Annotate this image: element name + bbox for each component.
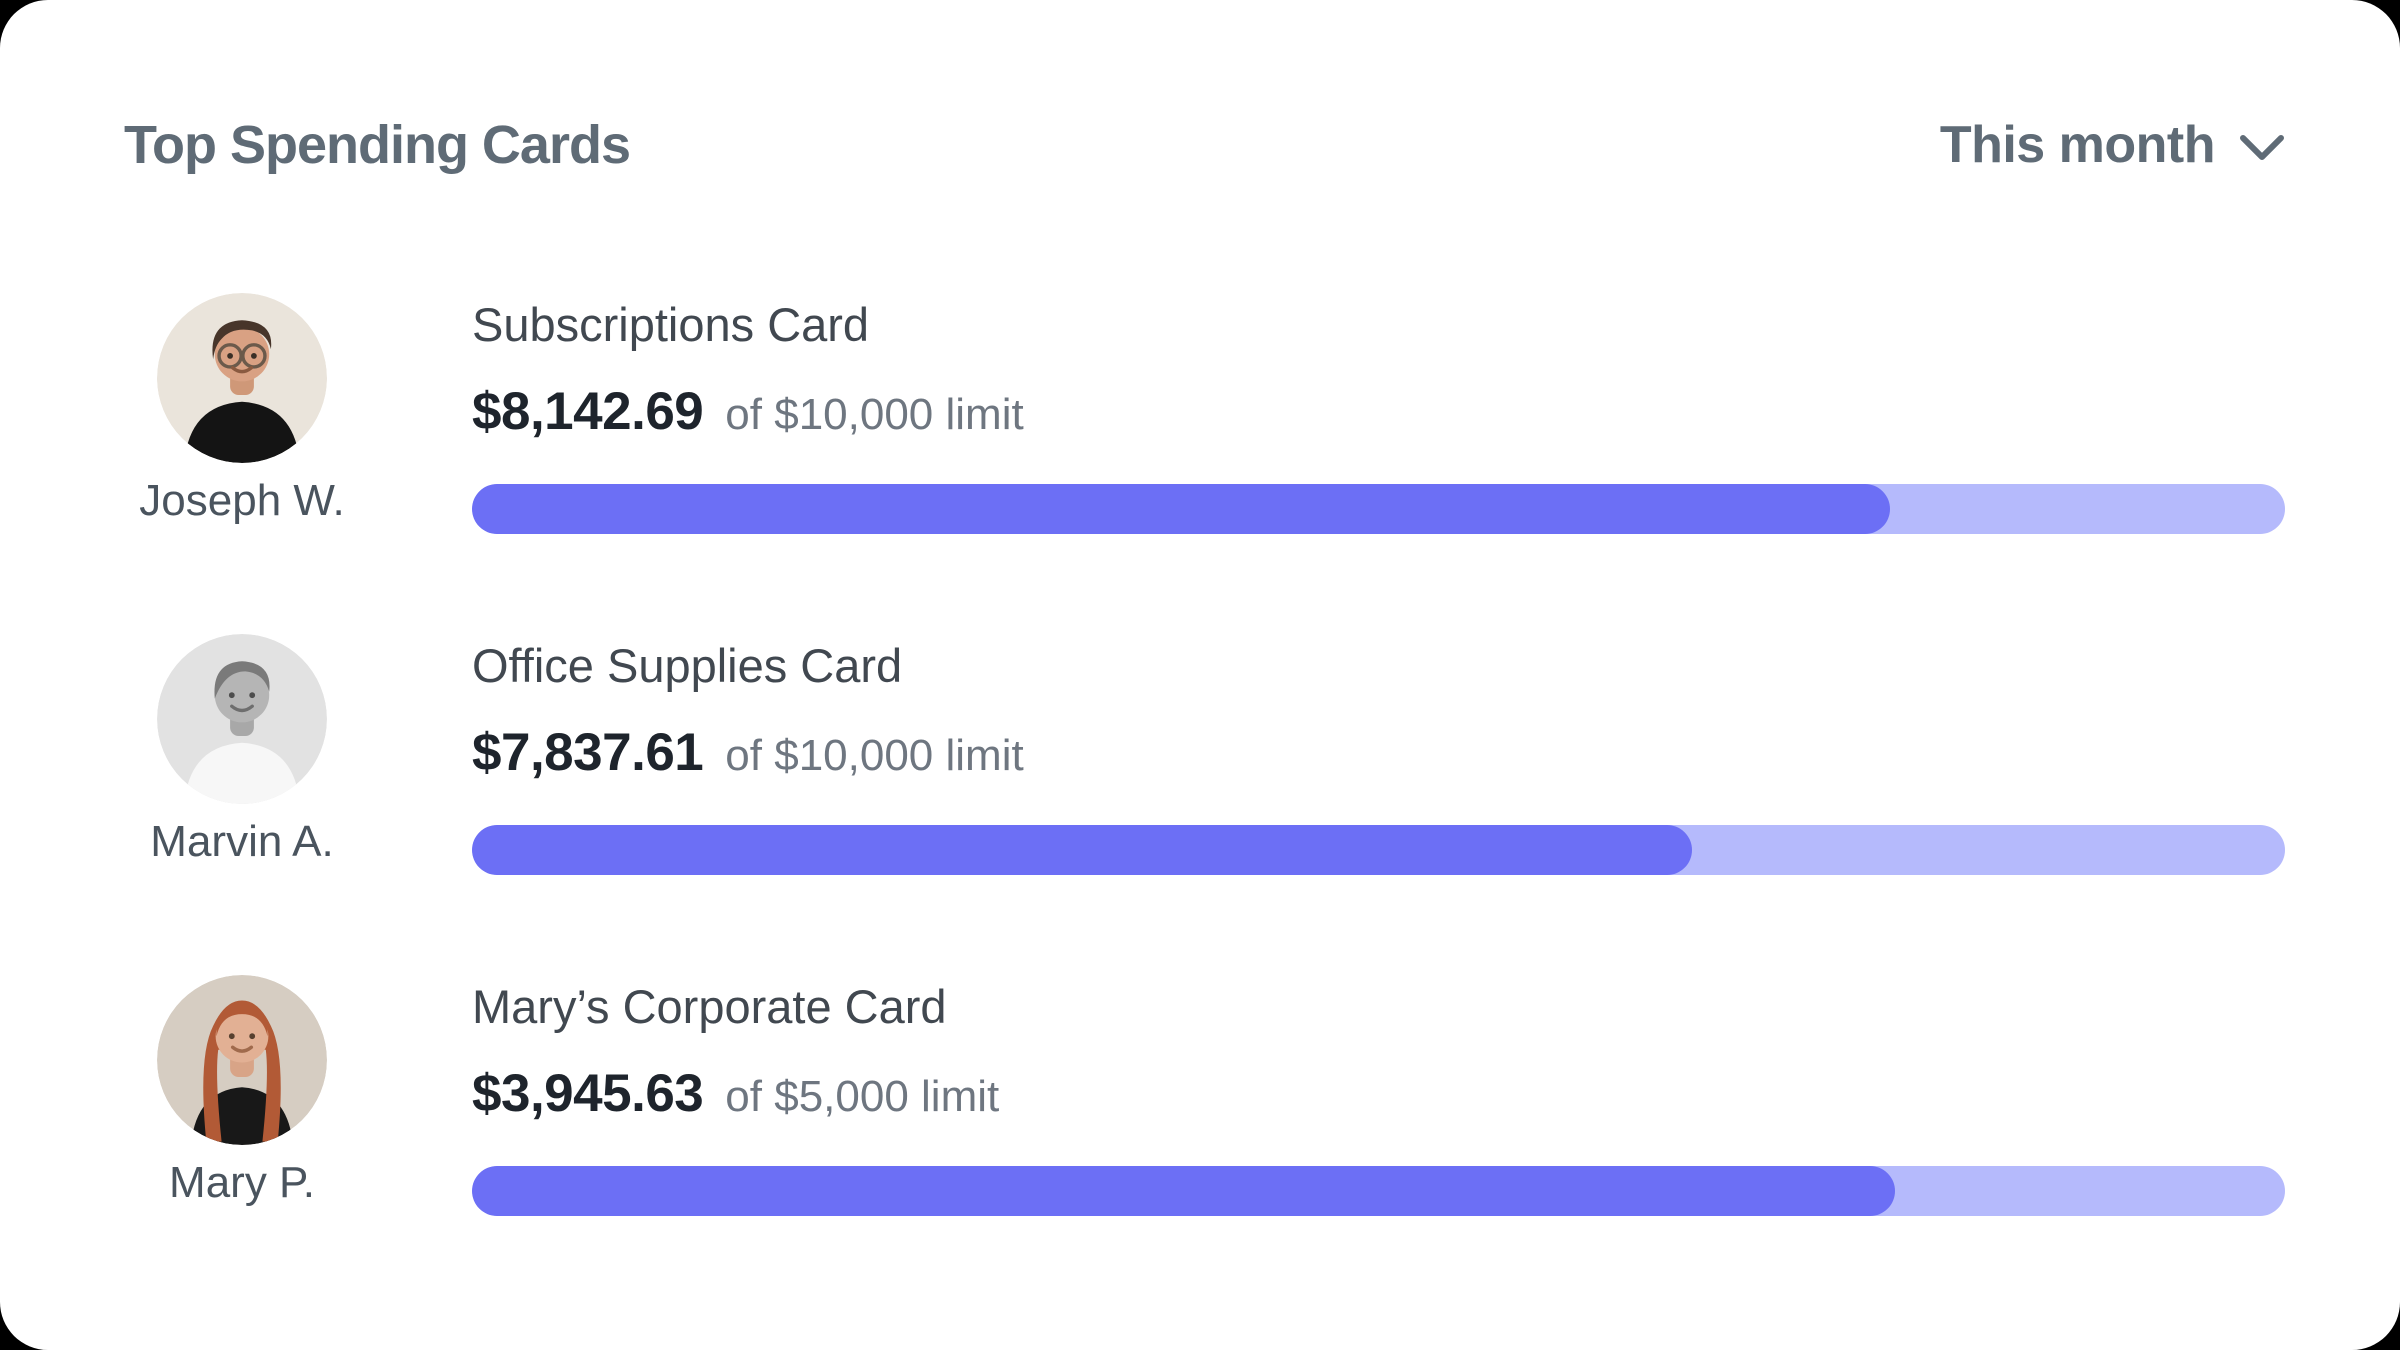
limit-label: of $10,000 limit: [725, 390, 1024, 439]
joseph-avatar: [157, 293, 327, 463]
spend-progress-bar: [472, 825, 2285, 875]
card-row: Marvin A. Office Supplies Card $7,837.61…: [124, 634, 2285, 875]
spent-amount: $7,837.61: [472, 723, 704, 782]
card-details: Subscriptions Card $8,142.69 of $10,000 …: [472, 293, 2285, 534]
spent-amount: $8,142.69: [472, 382, 704, 441]
chevron-down-icon: [2239, 127, 2285, 163]
cardholder-column: Marvin A.: [124, 634, 360, 868]
spend-progress-fill: [472, 1166, 1896, 1216]
cardholder-column: Mary P.: [124, 975, 360, 1209]
spend-progress-bar: [472, 1166, 2285, 1216]
holder-name: Mary P.: [169, 1158, 315, 1207]
period-selector-label: This month: [1939, 116, 2216, 174]
spend-progress-fill: [472, 825, 1693, 875]
card-name: Mary’s Corporate Card: [472, 980, 947, 1033]
cardholder-column: Joseph W.: [124, 293, 360, 527]
period-selector-dropdown[interactable]: This month: [1940, 112, 2285, 178]
limit-label: of $5,000 limit: [725, 1072, 1000, 1121]
spend-progress-fill: [472, 484, 1890, 534]
holder-name: Joseph W.: [139, 476, 345, 525]
spent-amount: $3,945.63: [472, 1064, 704, 1123]
card-name: Office Supplies Card: [472, 639, 903, 692]
amount-row: $7,837.61 of $10,000 limit: [472, 718, 2285, 791]
limit-label: of $10,000 limit: [725, 731, 1024, 780]
card-row: Mary P. Mary’s Corporate Card $3,945.63 …: [124, 975, 2285, 1216]
card-row: Joseph W. Subscriptions Card $8,142.69 o…: [124, 293, 2285, 534]
card-details: Office Supplies Card $7,837.61 of $10,00…: [472, 634, 2285, 875]
amount-row: $8,142.69 of $10,000 limit: [472, 377, 2285, 450]
marvin-avatar: [157, 634, 327, 804]
card-name: Subscriptions Card: [472, 298, 870, 351]
spend-progress-bar: [472, 484, 2285, 534]
card-details: Mary’s Corporate Card $3,945.63 of $5,00…: [472, 975, 2285, 1216]
page-title: Top Spending Cards: [124, 115, 631, 175]
amount-row: $3,945.63 of $5,000 limit: [472, 1059, 2285, 1132]
panel-header: Top Spending Cards This month: [124, 112, 2285, 178]
mary-avatar: [157, 975, 327, 1145]
holder-name: Marvin A.: [150, 817, 334, 866]
